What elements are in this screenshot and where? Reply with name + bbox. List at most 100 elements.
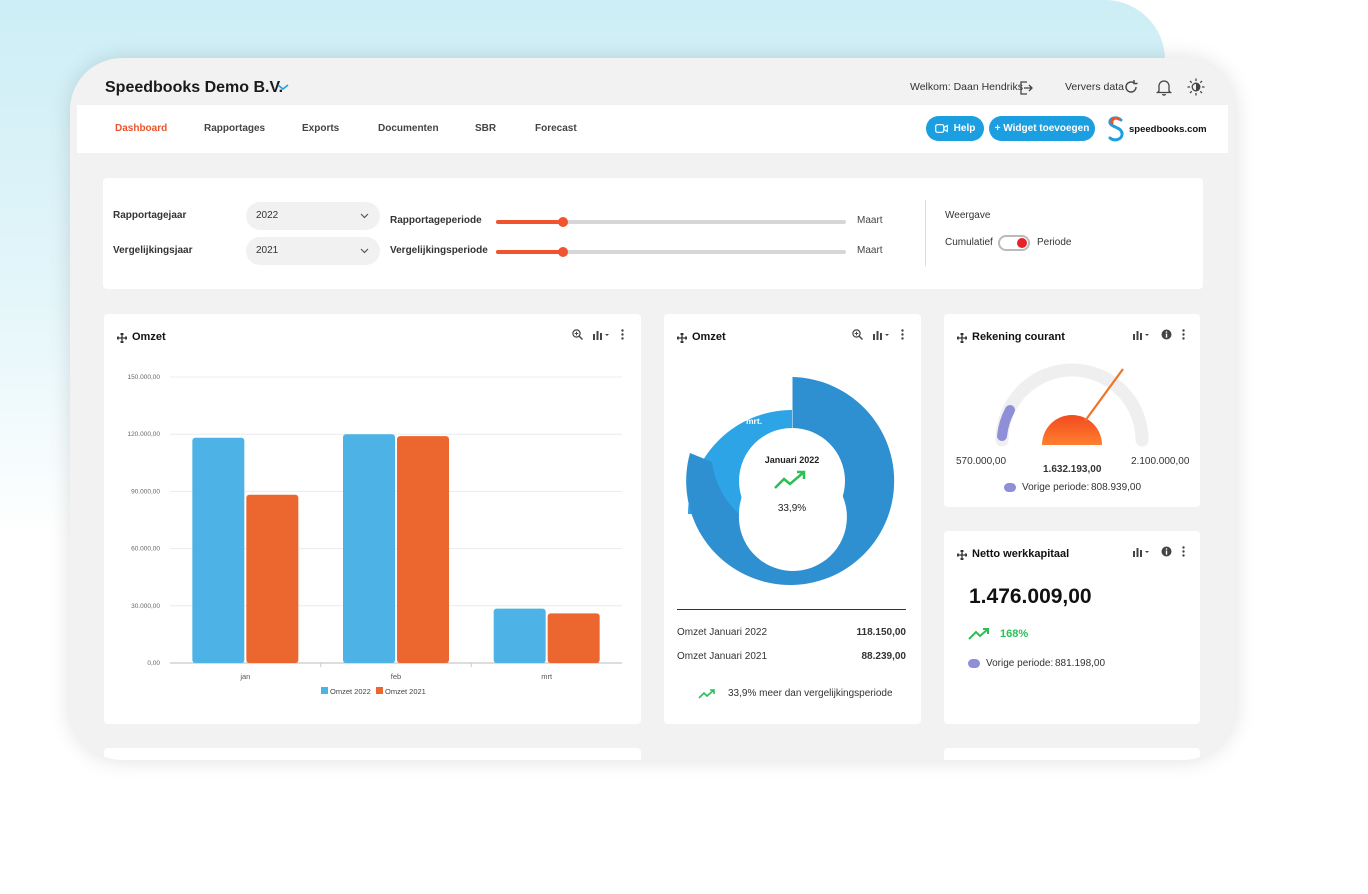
slider-fill: [496, 250, 563, 254]
more-icon[interactable]: [1182, 329, 1185, 340]
divider: [925, 200, 926, 266]
move-icon[interactable]: [677, 333, 687, 343]
slider-thumb[interactable]: [557, 217, 568, 227]
report-year-select[interactable]: 2022: [246, 202, 380, 230]
info-icon[interactable]: [1161, 546, 1172, 557]
previous-value: 808.939,00: [1091, 482, 1142, 493]
donut-center-label: Januari 2022: [765, 455, 820, 465]
gauge-chart: [995, 363, 1149, 447]
zoom-icon[interactable]: [572, 329, 583, 340]
previous-label: Vorige periode:: [1022, 482, 1090, 493]
tab-forecast[interactable]: Forecast: [535, 123, 577, 134]
row-label: Omzet Januari 2022: [677, 627, 768, 638]
more-icon[interactable]: [621, 329, 624, 340]
help-button[interactable]: Help: [926, 116, 984, 141]
compare-period-slider[interactable]: [496, 247, 846, 257]
donut-slice-label-mrt: mrt.: [746, 416, 762, 426]
compare-year-value: 2021: [256, 245, 279, 256]
move-icon[interactable]: [957, 550, 967, 560]
row-label: Omzet Januari 2021: [677, 651, 768, 662]
legend-swatch: [968, 659, 980, 668]
y-tick-label: 30.000,00: [131, 603, 160, 610]
legend-label: Omzet 2021: [385, 687, 426, 696]
donut-slice-jan: [686, 377, 895, 585]
chart-type-icon[interactable]: [873, 330, 891, 340]
report-period-value: Maart: [857, 215, 883, 226]
chevron-down-icon[interactable]: [277, 82, 289, 92]
chart-type-icon[interactable]: [593, 330, 611, 340]
brand-name: speedbooks.com: [1129, 123, 1207, 135]
compare-year-label: Vergelijkingsjaar: [113, 245, 193, 256]
bell-icon[interactable]: [1156, 79, 1172, 96]
row-value: 88.239,00: [861, 651, 907, 662]
chevron-down-icon: [360, 248, 369, 254]
report-year-label: Rapportagejaar: [113, 210, 187, 221]
tab-dashboard[interactable]: Dashboard: [115, 123, 168, 134]
omzet-donut-chart: mrt. jan. Januari 2022 33,9%: [686, 377, 895, 585]
bar-jan-0: [192, 437, 245, 663]
y-tick-label: 120.000,00: [127, 431, 160, 438]
refresh-data-label[interactable]: Ververs data: [1065, 81, 1124, 93]
widget-title: Omzet: [132, 331, 166, 343]
top-bar: Speedbooks Demo B.V. Welkom: Daan Hendri…: [70, 58, 1235, 104]
report-period-label: Rapportageperiode: [390, 215, 482, 226]
slider-thumb[interactable]: [557, 247, 568, 257]
widget-placeholder: [104, 748, 641, 760]
more-icon[interactable]: [1182, 546, 1185, 557]
logout-icon[interactable]: [1019, 80, 1033, 96]
x-tick-label: mrt: [541, 672, 553, 681]
widget-toolbar: [852, 329, 904, 340]
info-icon[interactable]: [1161, 329, 1172, 340]
zoom-icon[interactable]: [852, 329, 863, 340]
legend-swatch: [1004, 483, 1016, 492]
theme-toggle-icon[interactable]: [1187, 78, 1205, 96]
kpi-value: 1.476.009,00: [969, 585, 1092, 608]
y-tick-label: 150.000,00: [127, 374, 160, 381]
refresh-icon[interactable]: [1123, 79, 1139, 95]
compare-year-select[interactable]: 2021: [246, 237, 380, 265]
move-icon[interactable]: [117, 333, 127, 343]
app-window: Speedbooks Demo B.V. Welkom: Daan Hendri…: [70, 58, 1235, 760]
bar-mrt-0: [493, 608, 546, 663]
widget-toolbar: [1133, 546, 1185, 557]
bar-feb-1: [397, 436, 449, 663]
bar-mrt-1: [547, 613, 600, 663]
filter-panel: Rapportagejaar 2022 Vergelijkingsjaar 20…: [103, 178, 1203, 289]
chart-type-icon[interactable]: [1133, 330, 1151, 340]
video-icon: [934, 124, 948, 133]
view-cumulative-label: Cumulatief: [945, 237, 993, 248]
trend-up-icon: [698, 689, 715, 699]
chart-type-icon[interactable]: [1133, 547, 1151, 557]
view-label: Weergave: [945, 210, 991, 221]
previous-label: Vorige periode:: [986, 658, 1054, 669]
tab-sbr[interactable]: SBR: [475, 123, 497, 134]
report-year-value: 2022: [256, 210, 279, 221]
main-nav: Dashboard Rapportages Exports Documenten…: [77, 105, 1228, 153]
tab-rapportages[interactable]: Rapportages: [204, 123, 266, 134]
previous-value: 881.198,00: [1055, 658, 1106, 669]
donut-center-value: 33,9%: [778, 503, 806, 514]
view-toggle[interactable]: [998, 235, 1030, 251]
legend-label: Omzet 2022: [330, 687, 371, 696]
y-tick-label: 60.000,00: [131, 546, 160, 553]
more-icon[interactable]: [901, 329, 904, 340]
y-tick-label: 0,00: [147, 660, 160, 667]
omzet-bar-chart: 0,00 30.000,00 60.000,00 90.000,00 120.000,0…: [127, 374, 622, 696]
y-tick-label: 90.000,00: [131, 488, 160, 495]
legend-swatch: [321, 687, 328, 694]
x-tick-label: feb: [391, 672, 401, 681]
gauge-previous-arc: [997, 405, 1015, 441]
widget-toolbar: [572, 329, 624, 340]
gauge-value-dome: [1042, 415, 1102, 445]
add-widget-button[interactable]: + Widget toevoegen: [989, 116, 1095, 141]
widget-title: Rekening courant: [972, 331, 1065, 343]
tab-documenten[interactable]: Documenten: [378, 123, 439, 134]
bar-jan-1: [246, 494, 299, 663]
move-icon[interactable]: [957, 333, 967, 343]
tab-exports[interactable]: Exports: [302, 123, 340, 134]
report-period-slider[interactable]: [496, 217, 846, 227]
omzet-donut-widget: Omzet mrt. jan. Januari 2022 33,9% Omzet…: [664, 314, 921, 724]
compare-period-value: Maart: [857, 245, 883, 256]
rekening-courant-widget: Rekening courant 570.000,00 1.632.193,00…: [944, 314, 1200, 507]
gauge-max: 2.100.000,00: [1131, 456, 1190, 467]
